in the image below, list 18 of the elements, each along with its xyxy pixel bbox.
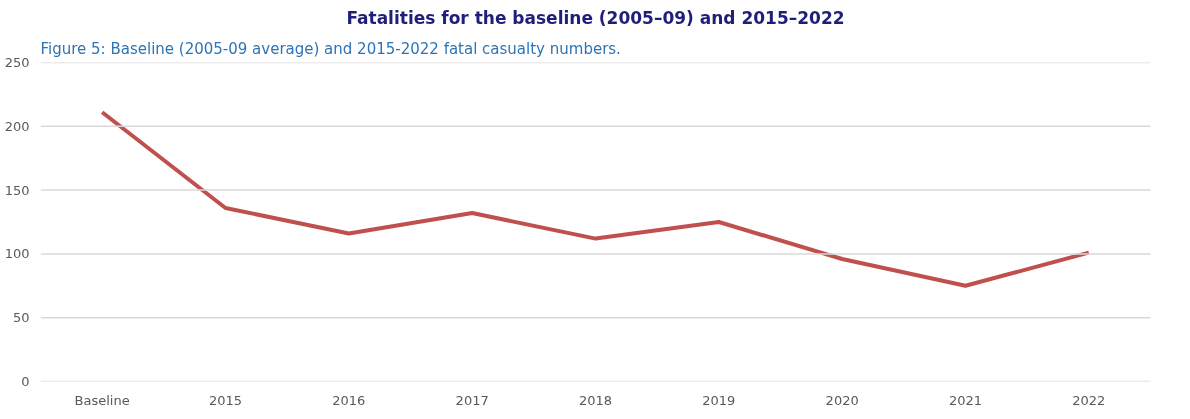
x-tick-label: 2019 bbox=[702, 392, 736, 408]
caption: Figure 5: Baseline (2005-09 average) and 2015-2022 fatal casualty numbers. bbox=[40, 39, 621, 58]
y-tick-label: 200 bbox=[4, 118, 30, 134]
x-tick-label: 2018 bbox=[578, 392, 613, 408]
x-tick-label: 2021 bbox=[948, 392, 983, 408]
y-tick-label: 0 bbox=[21, 374, 30, 389]
y-tick-label: 250 bbox=[4, 55, 30, 70]
chart-title: Fatalities for the baseline (2005–09) and 2015–2022 bbox=[346, 7, 845, 28]
x-tick-label: 2020 bbox=[825, 392, 859, 408]
x-tick-label: 2015 bbox=[208, 392, 243, 408]
y-tick-label: 150 bbox=[4, 182, 30, 198]
x-tick-label: 2017 bbox=[455, 392, 489, 408]
x-tick-label: Baseline bbox=[74, 392, 130, 408]
x-tick-label: 2022 bbox=[1072, 392, 1106, 408]
line-series bbox=[100, 110, 1091, 288]
x-tick-label: 2016 bbox=[332, 392, 366, 408]
y-tick-label: 100 bbox=[4, 246, 30, 262]
y-tick-label: 50 bbox=[12, 310, 30, 326]
